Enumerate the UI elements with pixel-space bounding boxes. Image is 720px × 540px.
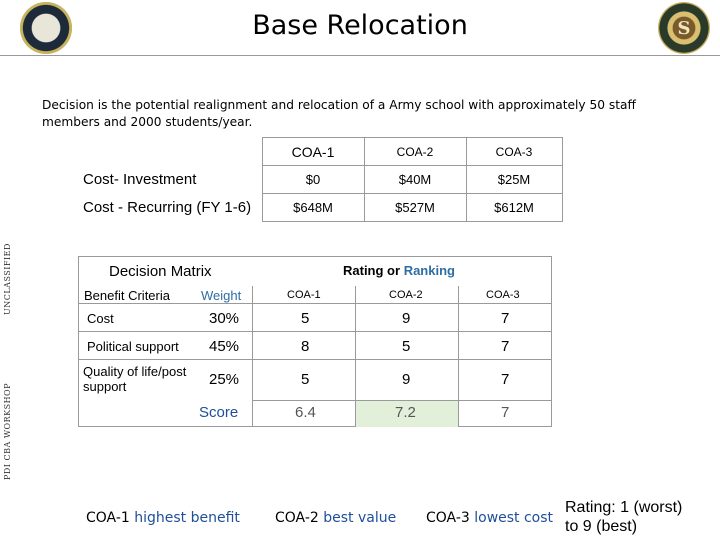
rating-value: 7 xyxy=(501,371,510,388)
cost-cell: $648M xyxy=(261,193,365,222)
footer-coa1-prefix: COA-1 xyxy=(86,510,130,526)
footer-coa2: COA-2 best value xyxy=(275,510,396,526)
rating-value: 7 xyxy=(501,338,510,355)
army-seal-icon xyxy=(20,2,72,54)
matrix-header-coa1: COA-1 xyxy=(287,289,321,301)
grid-line xyxy=(252,400,551,401)
matrix-header-coa3: COA-3 xyxy=(486,289,520,301)
table-row: Cost- Investment $0 $40M $25M xyxy=(80,165,563,194)
cost-header-coa2: COA-2 xyxy=(363,137,467,166)
weight-value: 45% xyxy=(209,338,240,355)
footer-coa3: COA-3 lowest cost xyxy=(426,510,553,526)
rating-title: Rating or Ranking xyxy=(343,263,455,278)
legend-line: Rating: 1 (worst) xyxy=(565,499,683,516)
rating-value: 8 xyxy=(301,338,310,355)
cost-table-corner xyxy=(80,138,262,166)
cost-row-label: Cost - Recurring (FY 1-6) xyxy=(83,199,252,216)
table-row: Cost - Recurring (FY 1-6) $648M $527M $6… xyxy=(80,193,563,222)
rating-value: 9 xyxy=(402,371,411,388)
weight-value: 25% xyxy=(209,371,240,388)
grid-line xyxy=(79,286,551,287)
weight-header: Weight xyxy=(201,288,242,303)
rating-value: 7 xyxy=(501,310,510,327)
rating-value: 9 xyxy=(402,310,411,327)
grid-line xyxy=(458,286,459,427)
rating-prefix: Rating or xyxy=(343,263,401,278)
grid-line xyxy=(79,331,551,332)
cost-cell: $612M xyxy=(465,193,563,222)
decision-description: Decision is the potential realignment an… xyxy=(42,98,636,129)
cost-cell: $25M xyxy=(465,165,563,194)
grid-line xyxy=(355,286,356,427)
criteria-label: Political support xyxy=(87,339,179,354)
header-divider xyxy=(0,55,720,56)
best-score-highlight xyxy=(355,400,458,427)
criteria-header: Benefit Criteria xyxy=(84,288,170,303)
page-title: Base Relocation xyxy=(252,10,468,41)
score-value: 6.4 xyxy=(295,404,316,421)
classification-label: UNCLASSIFIED xyxy=(3,243,12,315)
footer-coa1-text: highest benefit xyxy=(134,510,240,526)
footer-coa3-prefix: COA-3 xyxy=(426,510,470,526)
crest-glyph: S xyxy=(677,17,691,39)
ranking-label: Ranking xyxy=(403,263,455,278)
legend-line: to 9 (best) xyxy=(565,518,638,535)
workshop-label: PDI CBA WORKSHOP xyxy=(3,383,12,480)
grid-line xyxy=(79,303,551,304)
matrix-header-coa2: COA-2 xyxy=(389,289,423,301)
cost-cell: $0 xyxy=(261,165,365,194)
cost-table: COA-1 COA-2 COA-3 Cost- Investment $0 $4… xyxy=(80,137,563,222)
cost-cell: $40M xyxy=(363,165,467,194)
decision-matrix: Decision Matrix Rating or Ranking Benefi… xyxy=(78,256,552,427)
cost-row-label: Cost- Investment xyxy=(83,171,197,188)
rating-legend: Rating: 1 (worst) to 9 (best) xyxy=(565,498,682,536)
finance-crest-icon: S xyxy=(658,2,710,54)
cost-header-coa3: COA-3 xyxy=(465,137,563,166)
criteria-label: Cost xyxy=(87,311,114,326)
score-value: 7 xyxy=(501,404,510,421)
score-value: 7.2 xyxy=(395,404,416,421)
footer-coa1: COA-1 highest benefit xyxy=(86,510,240,526)
matrix-title: Decision Matrix xyxy=(109,263,212,280)
criteria-label: Quality of life/post support xyxy=(83,364,187,394)
rating-value: 5 xyxy=(301,371,310,388)
rating-value: 5 xyxy=(301,310,310,327)
footer-coa3-text: lowest cost xyxy=(474,510,554,526)
score-label: Score xyxy=(199,404,239,421)
rating-value: 5 xyxy=(402,338,411,355)
footer-coa2-text: best value xyxy=(323,510,397,526)
grid-line xyxy=(79,359,551,360)
footer-coa2-prefix: COA-2 xyxy=(275,510,319,526)
weight-value: 30% xyxy=(209,310,240,327)
cost-header-coa1: COA-1 xyxy=(261,137,365,166)
grid-line xyxy=(252,286,253,427)
cost-cell: $527M xyxy=(363,193,467,222)
